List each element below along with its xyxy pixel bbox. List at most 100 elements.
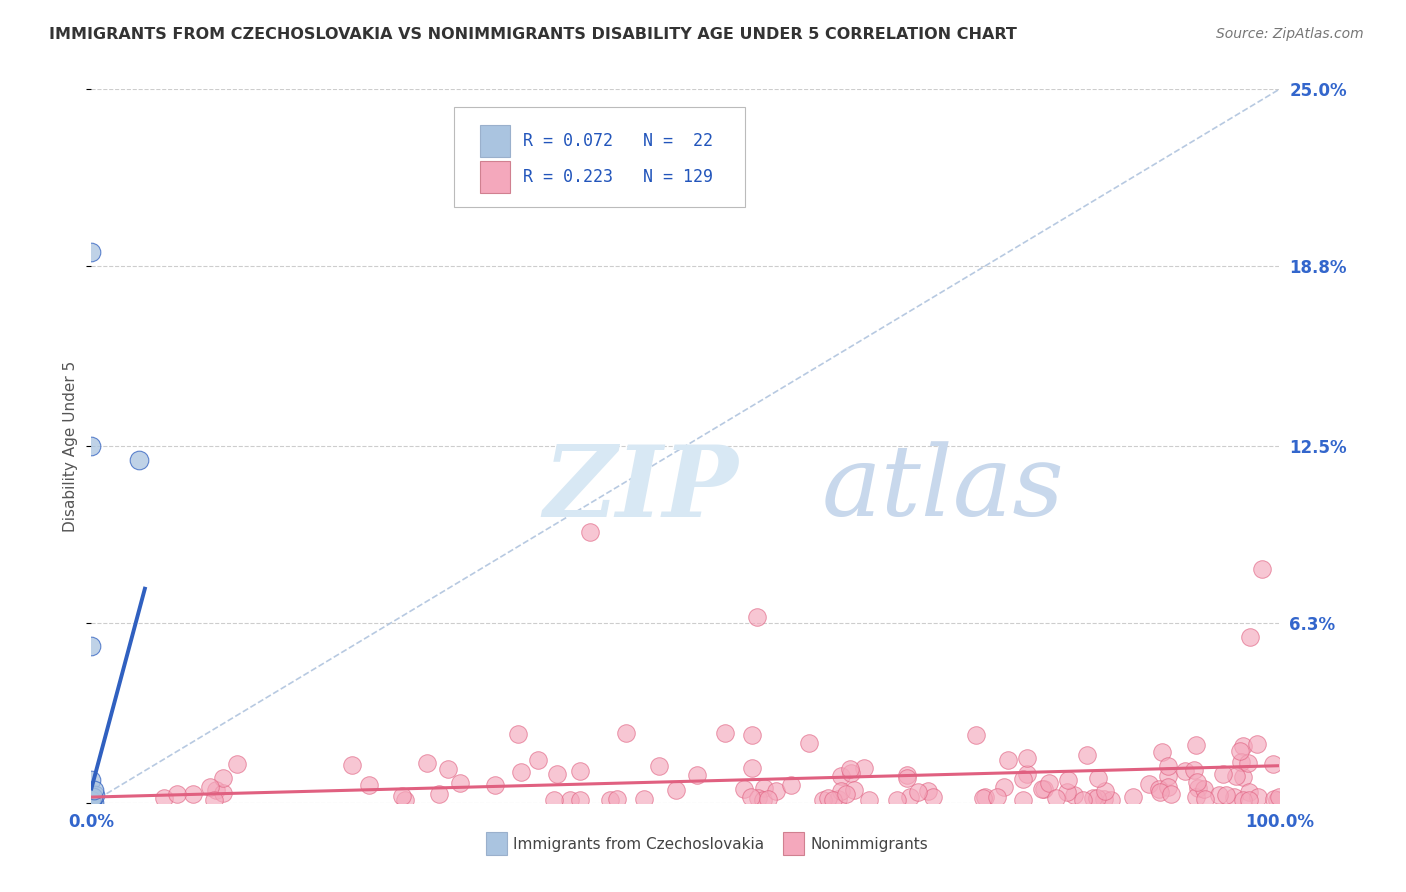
FancyBboxPatch shape xyxy=(479,125,509,157)
Point xyxy=(80,789,103,804)
Point xyxy=(830,768,852,782)
Point xyxy=(922,789,945,804)
Point xyxy=(1031,782,1053,797)
Point xyxy=(839,762,862,776)
Point xyxy=(965,729,987,743)
Point xyxy=(80,790,103,805)
Point xyxy=(1268,789,1291,804)
FancyBboxPatch shape xyxy=(486,832,508,855)
Point xyxy=(917,784,939,798)
Point xyxy=(80,793,103,807)
Point xyxy=(1194,792,1216,806)
Point xyxy=(1150,745,1173,759)
Point xyxy=(1071,793,1094,807)
Text: atlas: atlas xyxy=(823,442,1064,536)
Point xyxy=(1081,791,1104,805)
Point xyxy=(83,788,105,802)
Point xyxy=(82,789,104,804)
Point xyxy=(1246,737,1268,751)
Point xyxy=(1056,785,1078,799)
Point xyxy=(842,782,865,797)
Point xyxy=(714,726,737,740)
Point xyxy=(1185,738,1208,752)
Point xyxy=(198,780,221,794)
Point xyxy=(437,763,460,777)
Point xyxy=(606,791,628,805)
Point xyxy=(823,793,845,807)
Point xyxy=(212,786,235,800)
Point xyxy=(839,766,862,780)
Point xyxy=(898,790,921,805)
Point xyxy=(1092,792,1115,806)
Point xyxy=(1182,763,1205,777)
Point xyxy=(80,793,103,807)
Point xyxy=(427,788,450,802)
Point xyxy=(1247,789,1270,804)
Point xyxy=(80,639,103,653)
Point xyxy=(1099,793,1122,807)
Point xyxy=(1137,777,1160,791)
Point xyxy=(817,791,839,805)
Point xyxy=(1232,793,1254,807)
Point xyxy=(780,778,803,792)
Text: R = 0.072   N =  22: R = 0.072 N = 22 xyxy=(523,132,713,150)
Point xyxy=(1212,767,1234,781)
Point xyxy=(765,784,787,798)
Point xyxy=(484,778,506,792)
Point xyxy=(1263,756,1285,771)
Y-axis label: Disability Age Under 5: Disability Age Under 5 xyxy=(63,360,79,532)
Point xyxy=(391,789,413,803)
Point xyxy=(1087,791,1109,805)
Point xyxy=(752,793,775,807)
Point xyxy=(797,736,820,750)
Point xyxy=(1237,785,1260,799)
Point xyxy=(1229,744,1251,758)
Point xyxy=(1174,764,1197,778)
Point xyxy=(1157,780,1180,794)
Point xyxy=(546,767,568,781)
Point xyxy=(83,796,105,810)
Point xyxy=(1232,739,1254,754)
Point xyxy=(835,787,858,801)
Point xyxy=(83,783,105,797)
Point xyxy=(80,244,103,259)
Point xyxy=(896,768,918,782)
Point xyxy=(1239,793,1261,807)
Point xyxy=(614,726,637,740)
Point xyxy=(152,790,174,805)
Point xyxy=(852,761,875,775)
Text: R = 0.223   N = 129: R = 0.223 N = 129 xyxy=(523,168,713,186)
Point xyxy=(80,796,103,810)
Point xyxy=(1239,630,1261,644)
Point xyxy=(558,793,581,807)
Point xyxy=(1250,562,1272,576)
Text: Immigrants from Czechoslovakia: Immigrants from Czechoslovakia xyxy=(513,837,765,852)
Text: IMMIGRANTS FROM CZECHOSLOVAKIA VS NONIMMIGRANTS DISABILITY AGE UNDER 5 CORRELATI: IMMIGRANTS FROM CZECHOSLOVAKIA VS NONIMM… xyxy=(49,27,1017,42)
Point xyxy=(449,776,471,790)
Point xyxy=(752,781,775,796)
Point xyxy=(1149,782,1171,797)
Point xyxy=(1222,790,1244,805)
Point xyxy=(745,610,768,624)
Text: Nonimmigrants: Nonimmigrants xyxy=(810,837,928,852)
Point xyxy=(1263,792,1285,806)
Point xyxy=(740,789,762,804)
Point xyxy=(80,788,103,802)
Point xyxy=(510,764,533,779)
Point xyxy=(394,793,416,807)
Point xyxy=(665,783,688,797)
Point xyxy=(181,787,204,801)
Point xyxy=(896,771,918,785)
Point xyxy=(80,773,103,788)
Point xyxy=(997,753,1019,767)
FancyBboxPatch shape xyxy=(454,107,745,207)
Point xyxy=(80,439,103,453)
Point xyxy=(416,756,439,770)
Point xyxy=(1157,769,1180,783)
Text: Source: ZipAtlas.com: Source: ZipAtlas.com xyxy=(1216,27,1364,41)
Point xyxy=(1225,769,1247,783)
Point xyxy=(1012,772,1035,786)
FancyBboxPatch shape xyxy=(783,832,804,855)
Point xyxy=(205,783,228,797)
Point xyxy=(569,764,592,778)
